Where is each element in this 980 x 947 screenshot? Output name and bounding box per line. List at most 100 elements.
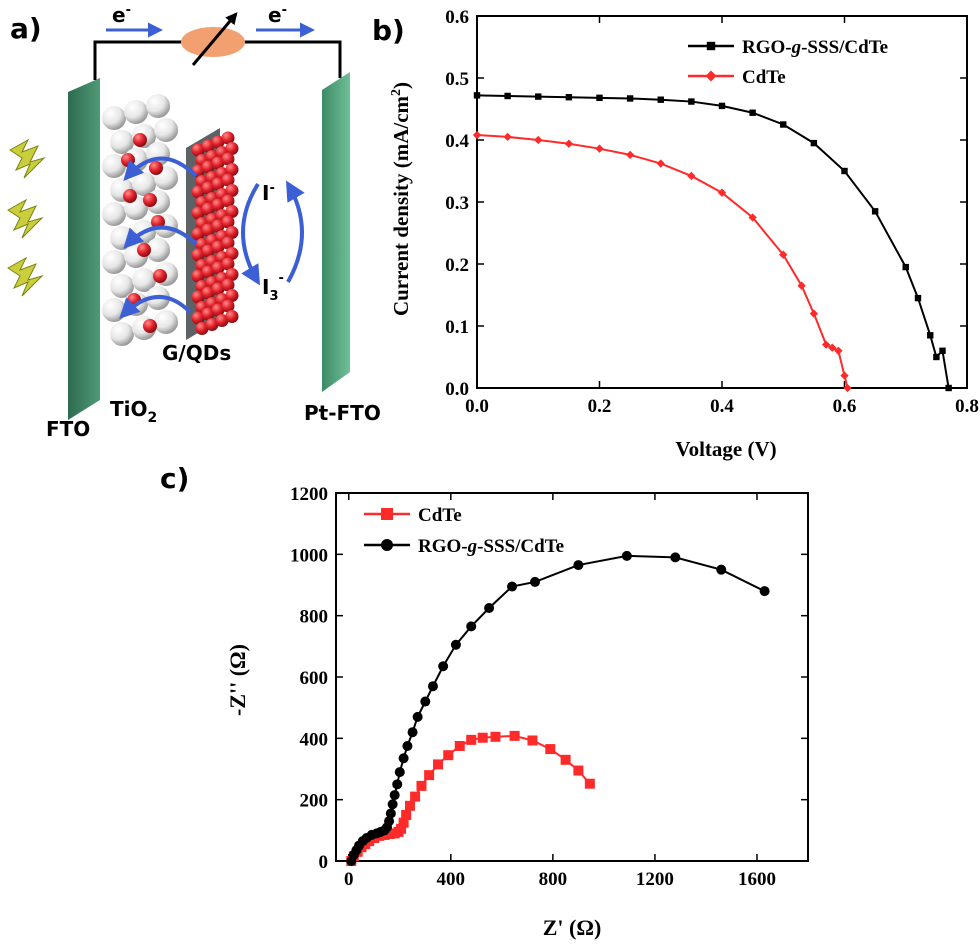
data-point [779, 250, 788, 259]
x-tick-label: 0.2 [588, 396, 612, 417]
y-tick-label: 0.3 [445, 193, 469, 214]
y-tick-label: 0.6 [445, 7, 469, 28]
qd-sphere [225, 310, 239, 323]
data-point [810, 139, 818, 147]
data-point [687, 171, 696, 181]
qd-sphere [195, 322, 209, 335]
qd-sphere [191, 248, 205, 262]
chart-c-xlabel: Z' (Ω) [543, 915, 602, 940]
data-point [407, 727, 418, 738]
data-point [477, 732, 488, 743]
legend-item: RGO-g-SSS/CdTe [688, 37, 888, 58]
data-point [565, 94, 573, 101]
y-tick-label: 600 [300, 668, 329, 689]
data-point [404, 800, 415, 811]
x-tick-label: 0.6 [833, 396, 857, 417]
panel-c-nyquist-chart: c) 0 400 800 1200 1600020040060080010001200 … [160, 462, 809, 940]
series-line [350, 734, 591, 862]
data-point [433, 759, 444, 770]
data-point [688, 98, 695, 105]
qd-sphere [221, 257, 235, 271]
data-point [443, 750, 454, 761]
data-point [939, 347, 946, 354]
data-point [809, 309, 819, 318]
panel-a-schematic: a) e- e- [7, 3, 381, 441]
data-point [424, 770, 435, 781]
qd-sphere [133, 133, 147, 147]
data-point [564, 139, 574, 148]
qd-sphere [143, 319, 157, 333]
y-tick-label: 0.0 [445, 379, 469, 400]
data-point [392, 779, 403, 790]
data-point [412, 711, 423, 722]
data-point [503, 132, 512, 142]
qd-sphere [211, 198, 225, 212]
legend-label: CdTe [742, 67, 786, 88]
data-point [387, 799, 398, 810]
legend-marker [381, 539, 393, 551]
data-point [535, 93, 542, 100]
data-point [385, 808, 396, 819]
triiodide-charge: - [279, 271, 284, 286]
qd-sphere [225, 268, 239, 281]
data-point [843, 383, 852, 393]
data-point [902, 263, 909, 271]
tio2-sphere [146, 94, 170, 118]
qd-sphere [143, 193, 157, 207]
qd-sphere [191, 185, 205, 199]
x-tick-label: 0.0 [465, 396, 489, 417]
qd-sphere [221, 131, 235, 145]
qd-sphere [201, 202, 215, 216]
data-point [394, 767, 405, 778]
label-tio2-subscript: 2 [148, 410, 158, 426]
data-point [840, 371, 849, 380]
qd-sphere [211, 261, 225, 275]
qd-sphere [211, 219, 225, 233]
y-tick-label: 1000 [290, 545, 328, 566]
panel-b-jv-chart: b) 0.0 0.2 0.4 0.6 0.80.00.10.20.30.40.50.6 … [372, 7, 979, 461]
data-point [914, 294, 922, 302]
x-tick-label: 400 [437, 869, 466, 890]
series-line [476, 134, 849, 389]
data-point [797, 281, 806, 290]
chart-b-frame [476, 15, 968, 389]
tio2-sphere [154, 310, 178, 334]
data-point [454, 741, 465, 751]
chart-c-legend: CdTe RGO-g-SSS/CdTe [364, 505, 564, 557]
svg-text:TiO2: TiO2 [110, 397, 157, 426]
data-point [466, 734, 477, 745]
chart-b-xlabel: Voltage (V) [675, 437, 776, 461]
qd-sphere [221, 236, 235, 250]
data-point [438, 661, 449, 672]
electron-label-right: e [268, 3, 282, 27]
data-point [484, 603, 495, 613]
qd-sphere [211, 240, 225, 254]
y-tick-label: 400 [300, 729, 329, 750]
data-point [504, 92, 511, 100]
data-point [656, 159, 665, 168]
qd-sphere [225, 163, 239, 176]
qd-sphere [201, 181, 215, 195]
data-point [841, 167, 848, 175]
y-tick-label: 800 [300, 607, 329, 628]
pt-fto-electrode [322, 72, 350, 392]
data-point [945, 384, 952, 392]
graphene-quantum-dots [191, 131, 239, 335]
qd-sphere [211, 177, 225, 191]
data-point [748, 213, 757, 222]
qd-sphere [225, 289, 239, 302]
qd-sphere [221, 152, 235, 166]
y-tick-label: 1200 [290, 484, 328, 505]
chart-b-ylabel-close: ) [389, 82, 413, 89]
electron-charge-left: - [126, 3, 131, 18]
tio2-sphere [146, 238, 170, 262]
qd-sphere [191, 143, 205, 157]
data-point [396, 823, 407, 834]
series-cdte [472, 130, 852, 393]
data-point [530, 576, 541, 587]
light-icon [7, 138, 46, 297]
data-point [398, 753, 409, 764]
data-point [625, 150, 635, 160]
electron-charge-right: - [282, 3, 287, 18]
